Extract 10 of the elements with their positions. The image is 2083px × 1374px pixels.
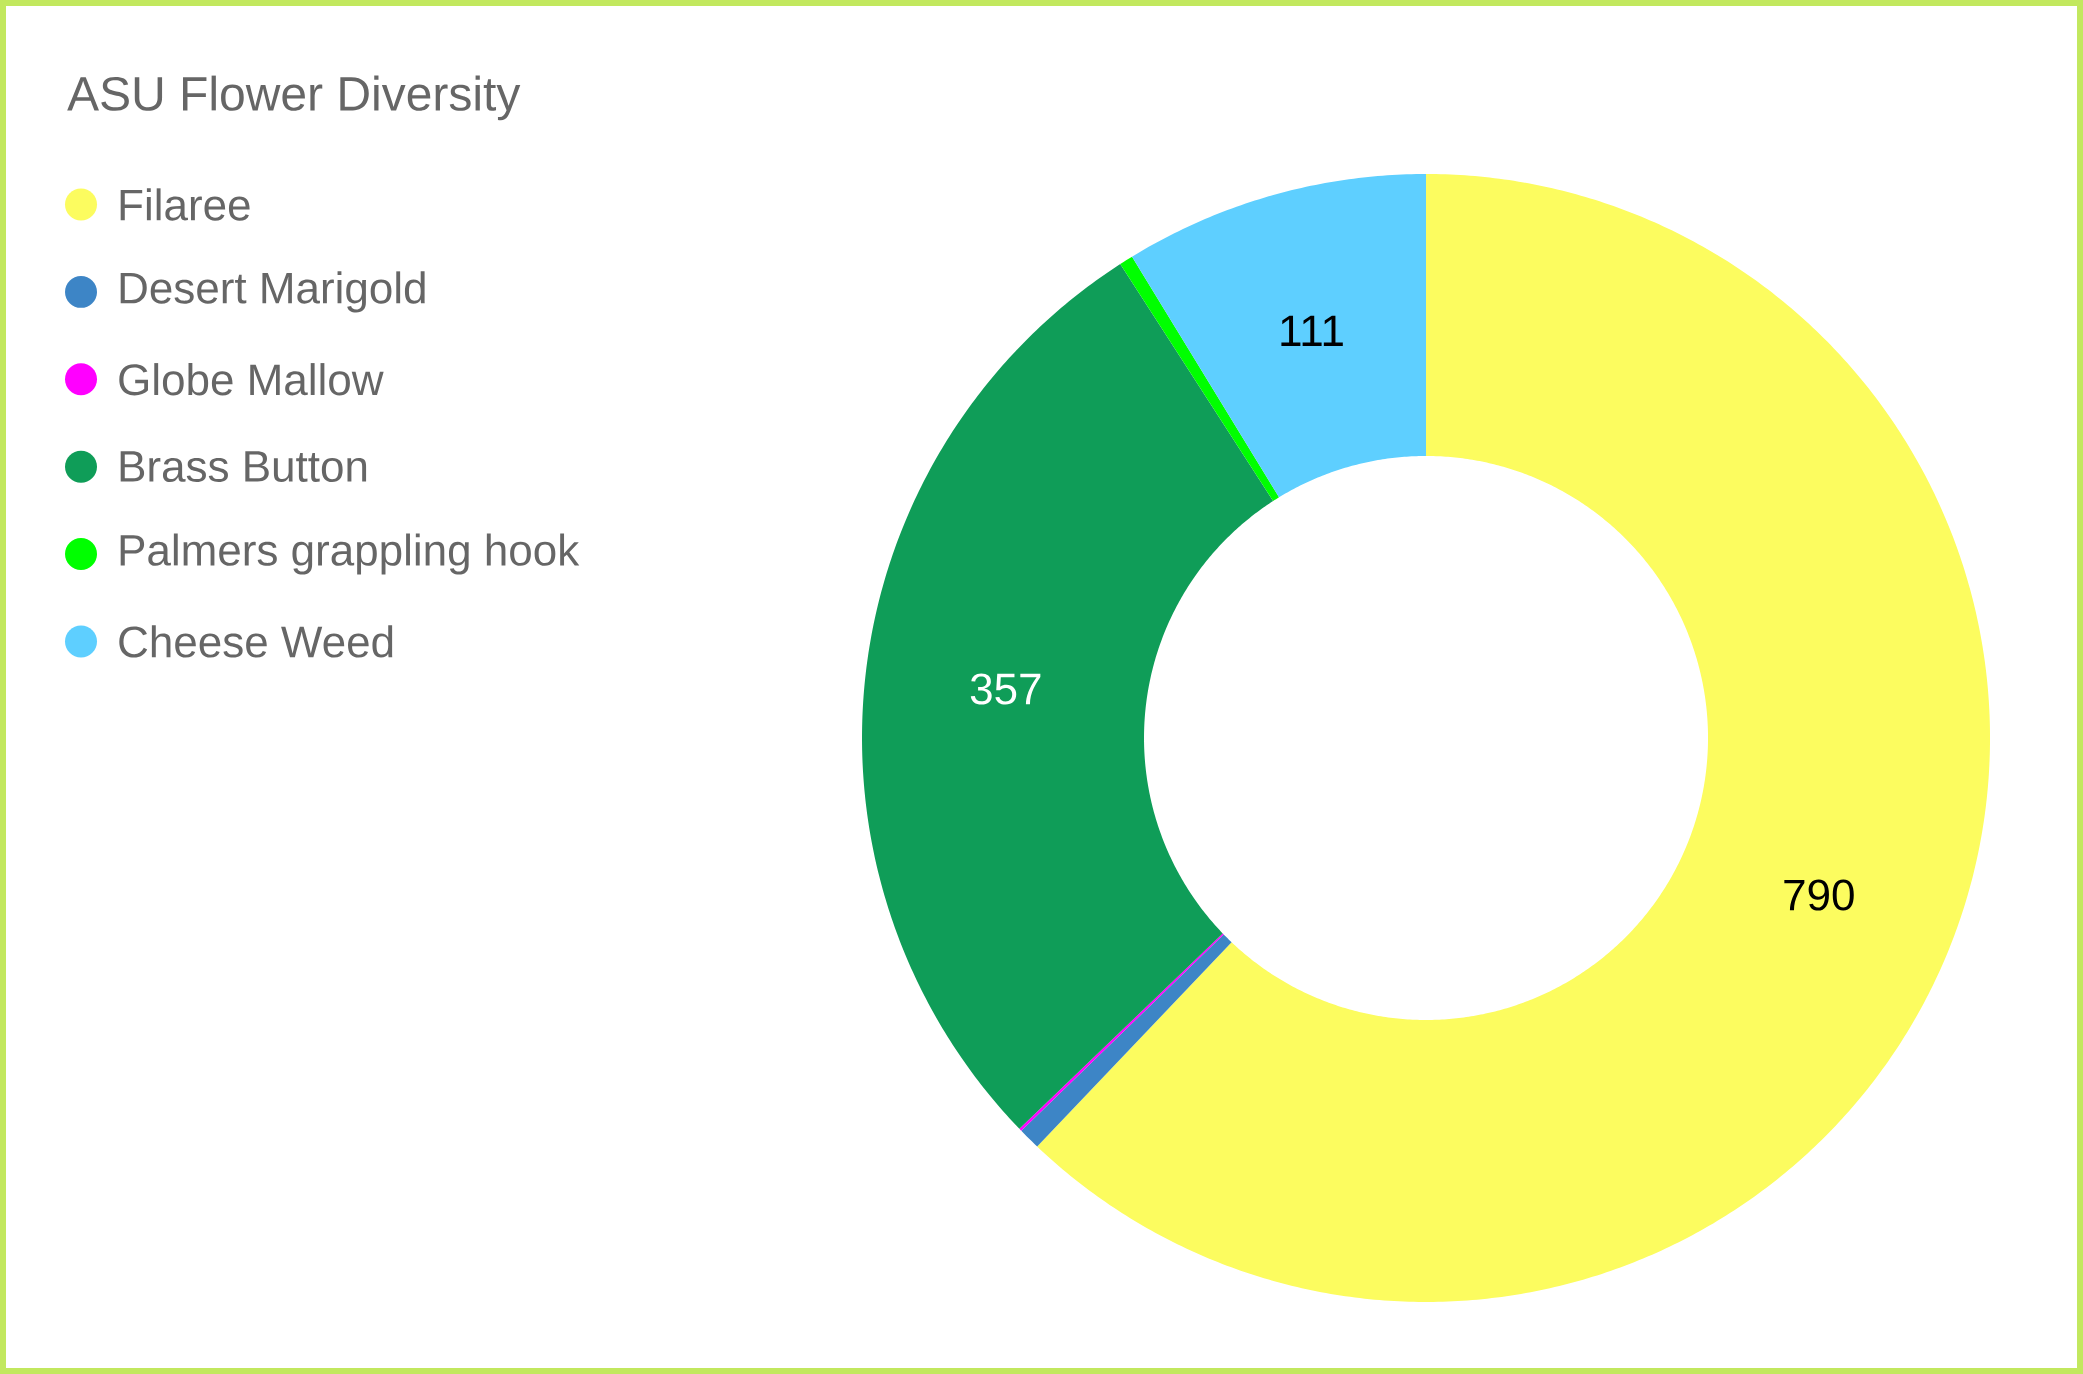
data-label: 790 [1784,879,1854,911]
legend-label: Filaree [120,188,250,221]
data-label: 111 [1281,315,1343,346]
legend-label: Globe Mallow [119,363,384,396]
legend-label: Cheese Weed [119,625,393,658]
legend-label: Brass Button [120,451,367,482]
data-label: 357 [970,673,1041,705]
legend-label: Palmers grappling hook [120,533,580,575]
chart-title: ASU Flower Diversity [67,75,521,121]
legend-label: Desert Marigold [120,271,425,313]
